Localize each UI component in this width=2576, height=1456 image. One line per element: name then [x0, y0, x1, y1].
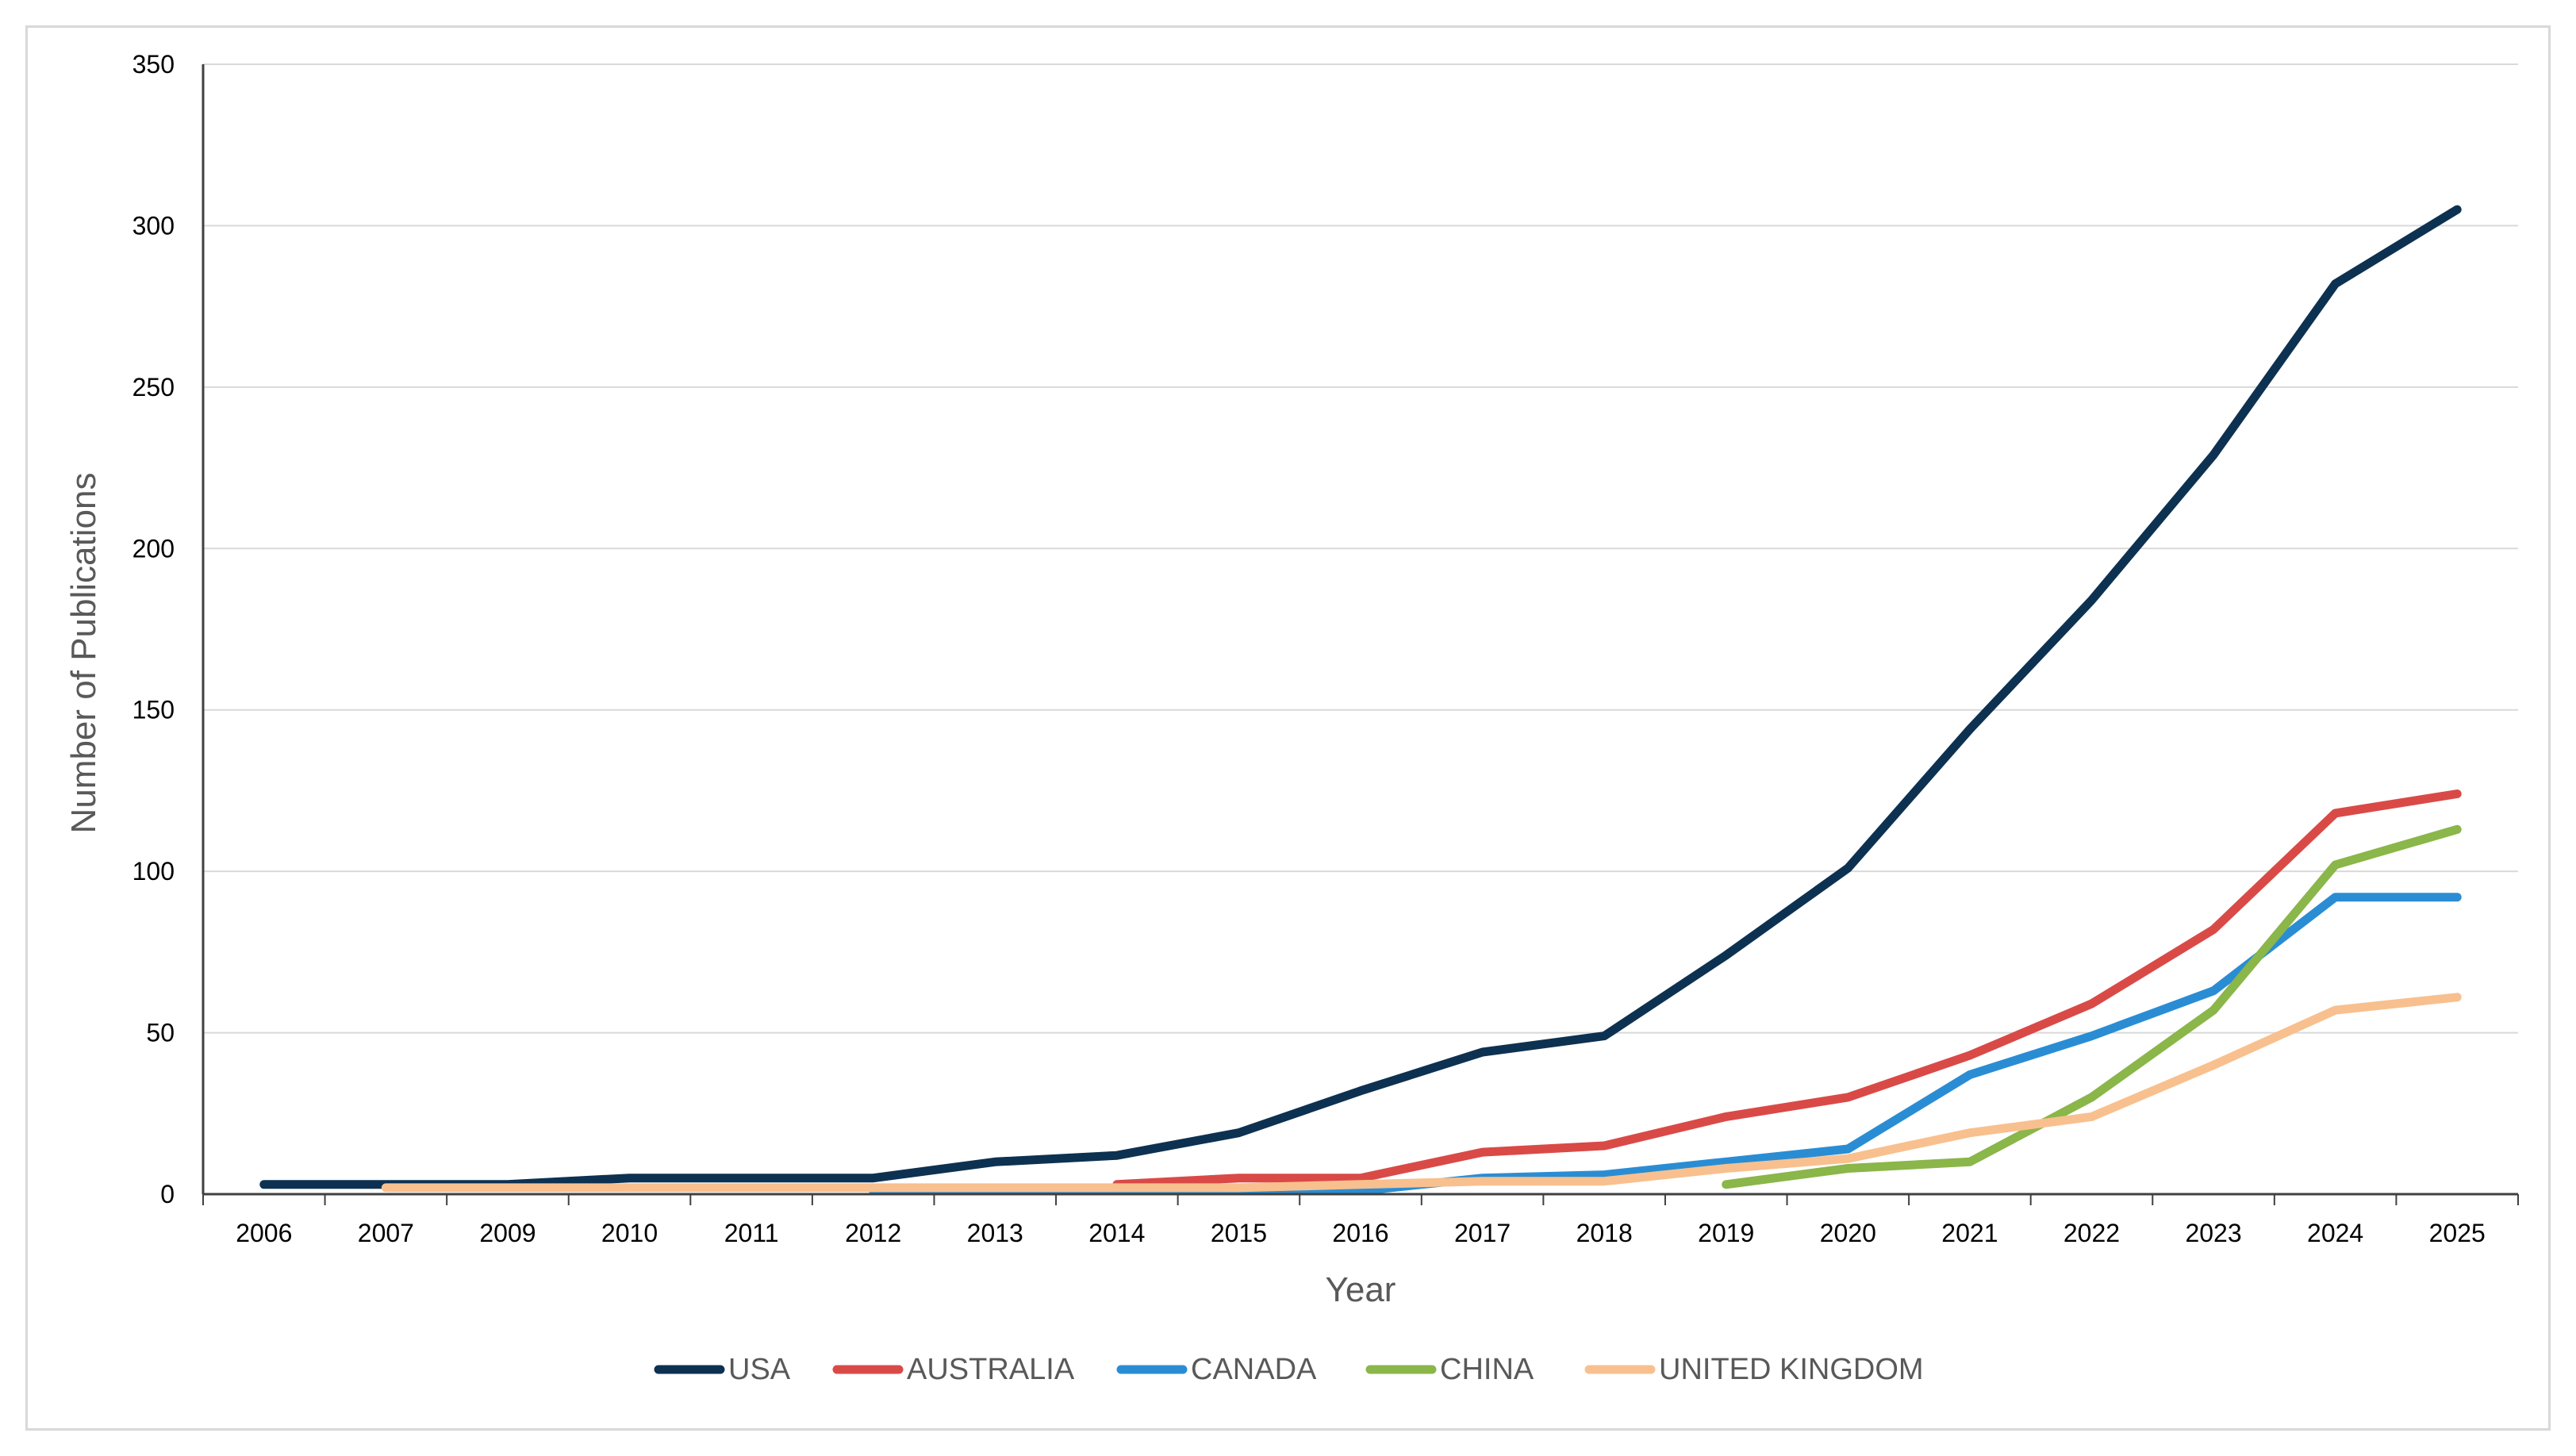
x-tick-label: 2015	[1211, 1219, 1267, 1247]
x-axis-ticks: 2006 2007 2009 2010 2011 2012 2013 2014 2015 2016…	[202, 1194, 2519, 1247]
x-tick-label: 2006	[236, 1219, 292, 1247]
y-tick-label: 0	[160, 1180, 175, 1208]
legend: USA AUSTRALIA CANADA CHINA UNITED KINGDOM	[654, 1353, 1924, 1386]
x-tick-label: 2014	[1088, 1219, 1145, 1247]
y-tick-label: 250	[132, 373, 175, 401]
x-tick-label: 2021	[1941, 1219, 1998, 1247]
x-tick-label: 2009	[479, 1219, 536, 1247]
series-line-united-kingdom	[381, 993, 2462, 1193]
x-tick-label: 2013	[967, 1219, 1023, 1247]
x-tick-label: 2024	[2307, 1219, 2363, 1247]
y-tick-label: 300	[132, 211, 175, 240]
series-line-china	[1722, 824, 2462, 1189]
x-tick-label: 2012	[845, 1219, 901, 1247]
legend-label: AUSTRALIA	[907, 1353, 1075, 1386]
legend-label: CHINA	[1440, 1353, 1534, 1386]
x-tick-label: 2020	[1820, 1219, 1876, 1247]
series-lines	[259, 205, 2462, 1196]
x-tick-label: 2010	[601, 1219, 658, 1247]
legend-label: USA	[728, 1353, 791, 1386]
legend-label: UNITED KINGDOM	[1659, 1353, 1924, 1386]
series-line-canada	[869, 893, 2462, 1196]
series-line-australia	[1112, 789, 2462, 1189]
chart-frame: 0 50 100 150 200 250 300 350 2006 2007 2009 2010 20…	[25, 25, 2551, 1431]
y-tick-label: 200	[132, 534, 175, 563]
y-tick-label: 100	[132, 857, 175, 886]
x-tick-label: 2022	[2063, 1219, 2120, 1247]
x-tick-label: 2011	[724, 1219, 779, 1247]
x-tick-label: 2019	[1698, 1219, 1754, 1247]
y-tick-label: 50	[146, 1019, 175, 1047]
gridlines	[203, 63, 2518, 1034]
y-axis-label: Number of Publications	[64, 473, 103, 834]
y-tick-label: 350	[132, 50, 175, 79]
legend-label: CANADA	[1191, 1353, 1317, 1386]
x-tick-label: 2016	[1332, 1219, 1388, 1247]
x-tick-label: 2023	[2185, 1219, 2241, 1247]
series-line-usa	[259, 205, 2462, 1189]
y-axis-ticks: 0 50 100 150 200 250 300 350	[132, 50, 175, 1208]
x-axis-label: Year	[1326, 1270, 1396, 1309]
x-tick-label: 2017	[1454, 1219, 1511, 1247]
x-tick-label: 2018	[1576, 1219, 1633, 1247]
y-tick-label: 150	[132, 696, 175, 724]
x-tick-label: 2007	[358, 1219, 414, 1247]
x-tick-label: 2025	[2429, 1219, 2486, 1247]
